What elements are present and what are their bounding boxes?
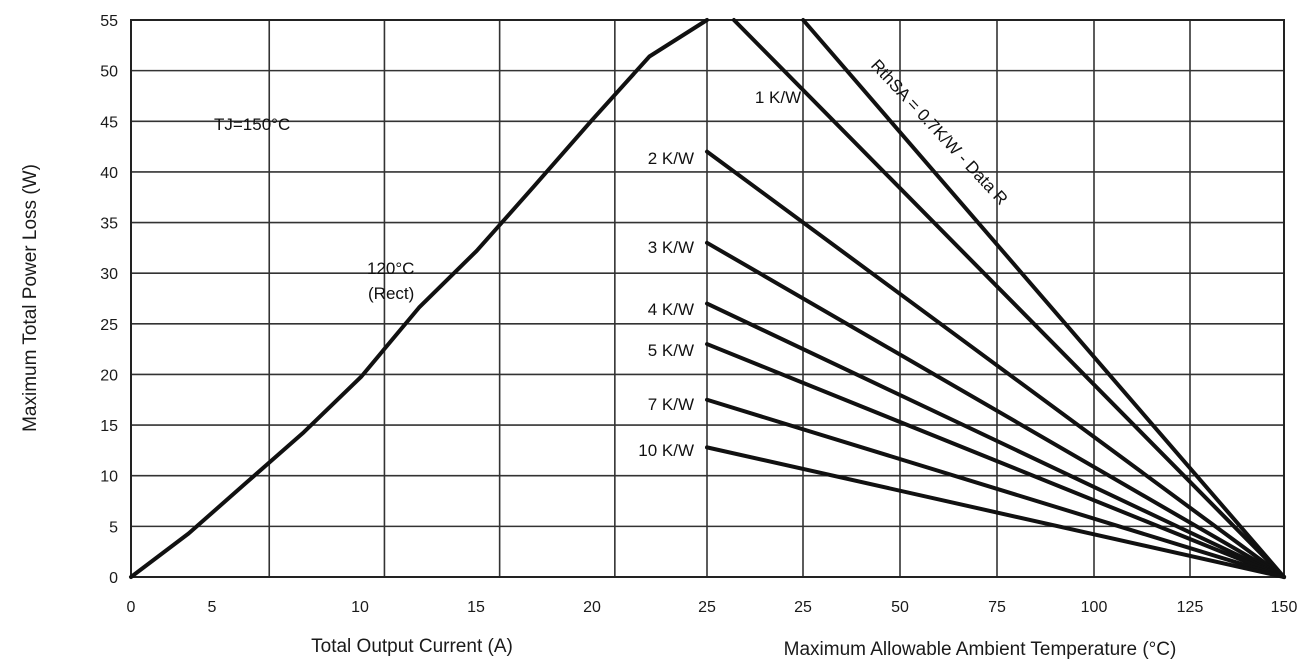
x-tick-label-right: 50 bbox=[891, 599, 909, 616]
y-tick-label: 40 bbox=[100, 165, 118, 182]
series-line-rth-3 bbox=[705, 240, 1286, 579]
y-tick-label: 30 bbox=[100, 266, 118, 283]
y-tick-label: 20 bbox=[100, 367, 118, 384]
series-label-rth: 7 K/W bbox=[648, 395, 694, 414]
x-tick-label-left: 0 bbox=[127, 599, 136, 616]
x-tick-label-right: 100 bbox=[1081, 599, 1108, 616]
y-tick-label: 0 bbox=[109, 570, 118, 587]
y-tick-label: 55 bbox=[100, 13, 118, 30]
y-tick-label: 45 bbox=[100, 114, 118, 131]
series-line-rth-6 bbox=[705, 397, 1286, 579]
series-line-rth-5 bbox=[705, 342, 1286, 579]
tick-labels: 0 5 10 15 20 25 30 35 40 45 50 55 0 5 10 15 20 25 25 50 75 10… bbox=[100, 13, 1297, 616]
y-axis-title: Maximum Total Power Loss (W) bbox=[20, 164, 41, 432]
y-tick-label: 35 bbox=[100, 216, 118, 233]
series-line-rth-0 bbox=[801, 18, 1286, 579]
y-tick-label: 25 bbox=[100, 317, 118, 334]
x-tick-label-right: 125 bbox=[1177, 599, 1204, 616]
x-tick-label-right: 150 bbox=[1271, 599, 1298, 616]
annotation-tj: TJ=150°C bbox=[214, 115, 290, 134]
series-line-rth-2 bbox=[705, 149, 1286, 579]
series-label-rth: 10 K/W bbox=[638, 441, 694, 460]
x-tick-label-left: 25 bbox=[698, 599, 716, 616]
series-label-rth: 3 K/W bbox=[648, 238, 694, 257]
y-tick-label: 10 bbox=[100, 469, 118, 486]
y-tick-label: 15 bbox=[100, 418, 118, 435]
curves bbox=[129, 18, 1286, 579]
series-label-0.7kw: RthSA = 0.7K/W - Data R bbox=[867, 56, 1011, 209]
series-label-rth: 5 K/W bbox=[648, 341, 694, 360]
series-label-rth: 4 K/W bbox=[648, 300, 694, 319]
y-tick-label: 5 bbox=[109, 519, 118, 536]
annotation-rect: (Rect) bbox=[368, 284, 414, 303]
x-axis-title-left: Total Output Current (A) bbox=[311, 636, 513, 657]
x-tick-label-left: 20 bbox=[583, 599, 601, 616]
y-tick-label: 50 bbox=[100, 64, 118, 81]
x-axis-title-right: Maximum Allowable Ambient Temperature (°… bbox=[784, 639, 1177, 660]
series-line-rth-1 bbox=[731, 18, 1286, 579]
x-tick-label-right: 75 bbox=[988, 599, 1006, 616]
series-line-tj-curve bbox=[129, 18, 709, 579]
x-tick-label-left: 10 bbox=[351, 599, 369, 616]
x-tick-label-right: 25 bbox=[794, 599, 812, 616]
x-tick-label-left: 15 bbox=[467, 599, 485, 616]
series-line-rth-7 bbox=[705, 445, 1286, 579]
series-line-rth-4 bbox=[705, 301, 1286, 579]
annotation-120c: 120°C bbox=[367, 259, 414, 278]
x-tick-label-left: 5 bbox=[208, 599, 217, 616]
series-label-rth: 2 K/W bbox=[648, 149, 694, 168]
series-label-rth: 1 K/W bbox=[755, 88, 801, 107]
annotations: RthSA = 0.7K/W - Data R 1 K/W 2 K/W 3 K/W 4 … bbox=[214, 56, 1011, 460]
